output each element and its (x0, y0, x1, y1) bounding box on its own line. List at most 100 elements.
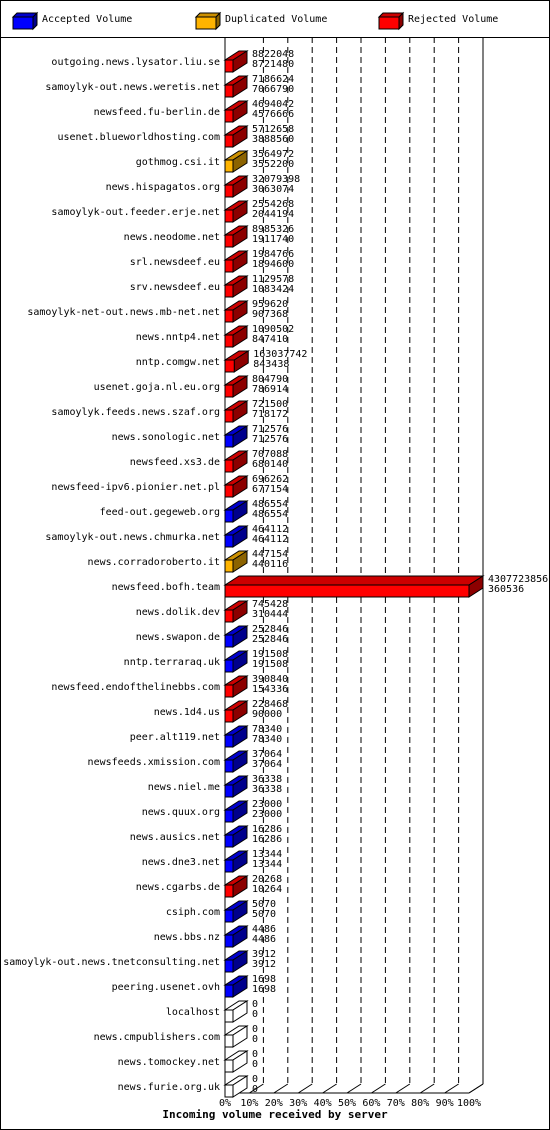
bar (224, 634, 234, 648)
server-label: peer.alt119.net (130, 732, 220, 743)
accepted-value-label: 907368 (252, 309, 288, 320)
server-label: news.1d4.us (154, 707, 220, 718)
server-label: usenet.goja.nl.eu.org (94, 382, 220, 393)
bar (224, 509, 234, 523)
total-value-label: 486554 (252, 499, 288, 510)
total-value-label: 2554268 (252, 199, 294, 210)
bar (224, 859, 234, 873)
total-value-label: 0 (252, 1074, 258, 1085)
bar (224, 609, 234, 623)
accepted-value-label: 0 (252, 1084, 258, 1095)
bar (224, 1084, 234, 1098)
server-label: news.sonologic.net (112, 432, 220, 443)
total-value-label: 696262 (252, 474, 288, 485)
total-value-label: 36338 (252, 774, 282, 785)
server-label: feed-out.gegeweb.org (100, 507, 220, 518)
legend: Accepted Volume Duplicated Volume Rejected… (1, 1, 549, 38)
total-value-label: 20268 (252, 874, 282, 885)
bar (224, 134, 234, 148)
server-label: samoylyk-out.news.tnetconsulting.net (3, 957, 220, 968)
accepted-value-label: 0 (252, 1059, 258, 1070)
server-label: news.tomockey.net (118, 1057, 220, 1068)
server-label: samoylyk-out.news.chmurka.net (45, 532, 220, 543)
floor-line (297, 1083, 313, 1094)
x-tick-label: 60% (362, 1098, 380, 1109)
total-value-label: 390840 (252, 674, 288, 685)
bar (224, 259, 234, 273)
total-value-label: 712576 (252, 424, 288, 435)
accepted-value-label: 677154 (252, 484, 288, 495)
bar (224, 559, 234, 573)
total-value-label: 8822048 (252, 49, 294, 60)
legend-item-2: Rejected Volume (377, 11, 498, 31)
legend-swatch (377, 11, 405, 31)
accepted-value-label: 680140 (252, 459, 288, 470)
total-value-label: 707088 (252, 449, 288, 460)
accepted-value-label: 1911740 (252, 234, 294, 245)
server-label: news.bbs.nz (154, 932, 220, 943)
accepted-value-label: 78340 (252, 734, 282, 745)
bar (224, 884, 234, 898)
total-value-label: 5712658 (252, 124, 294, 135)
floor-line (346, 1083, 362, 1094)
bar (224, 1034, 234, 1048)
server-label: gothmog.csi.it (136, 157, 220, 168)
total-value-label: 1984766 (252, 249, 294, 260)
legend-label: Accepted Volume (42, 14, 133, 25)
server-label: csiph.com (166, 907, 220, 918)
floor-line (395, 1083, 411, 1094)
server-label: newsfeed.xs3.de (130, 457, 220, 468)
x-tick-label: 10% (240, 1098, 258, 1109)
accepted-value-label: 191508 (252, 659, 288, 670)
total-value-label: 3564972 (252, 149, 294, 160)
bar (224, 309, 234, 323)
bar (224, 59, 234, 73)
total-value-label: 16286 (252, 824, 282, 835)
server-label: localhost (166, 1007, 220, 1018)
total-value-label: 32079398 (252, 174, 300, 185)
bar (224, 284, 234, 298)
bar (224, 584, 470, 598)
accepted-value-label: 1894600 (252, 259, 294, 270)
x-tick-label: 70% (387, 1098, 405, 1109)
bar (224, 684, 234, 698)
accepted-value-label: 3888560 (252, 134, 294, 145)
server-label: usenet.blueworldhosting.com (57, 132, 220, 143)
total-value-label: 228468 (252, 699, 288, 710)
bar (224, 834, 234, 848)
accepted-value-label: 3552200 (252, 159, 294, 170)
x-tick-label: 40% (314, 1098, 332, 1109)
server-label: news.niel.me (148, 782, 220, 793)
total-value-label: 1698 (252, 974, 276, 985)
accepted-value-label: 712576 (252, 434, 288, 445)
server-label: newsfeed.endofthelinebbs.com (51, 682, 220, 693)
total-value-label: 37064 (252, 749, 282, 760)
total-value-label: 0 (252, 999, 258, 1010)
total-value-label: 3912 (252, 949, 276, 960)
bar (224, 459, 234, 473)
server-label: news.corradoroberto.it (88, 557, 220, 568)
server-label: news.dolik.dev (136, 607, 220, 618)
floor-line (322, 1083, 337, 1094)
bar (224, 759, 234, 773)
total-value-label: 5070 (252, 899, 276, 910)
accepted-value-label: 23000 (252, 809, 282, 820)
floor-line (468, 1083, 484, 1094)
server-label: newsfeed.fu-berlin.de (94, 107, 220, 118)
bar (224, 359, 235, 373)
accepted-value-label: 786914 (252, 384, 288, 395)
accepted-value-label: 36338 (252, 784, 282, 795)
total-value-label: 1129578 (252, 274, 294, 285)
accepted-value-label: 3912 (252, 959, 276, 970)
bar (224, 159, 234, 173)
server-label: peering.usenet.ovh (112, 982, 220, 993)
server-label: srl.newsdeef.eu (130, 257, 220, 268)
bar (224, 784, 234, 798)
bar (224, 909, 234, 923)
accepted-value-label: 90000 (252, 709, 282, 720)
server-label: newsfeeds.xmission.com (88, 757, 220, 768)
accepted-value-label: 1698 (252, 984, 276, 995)
floor-line (371, 1083, 386, 1094)
